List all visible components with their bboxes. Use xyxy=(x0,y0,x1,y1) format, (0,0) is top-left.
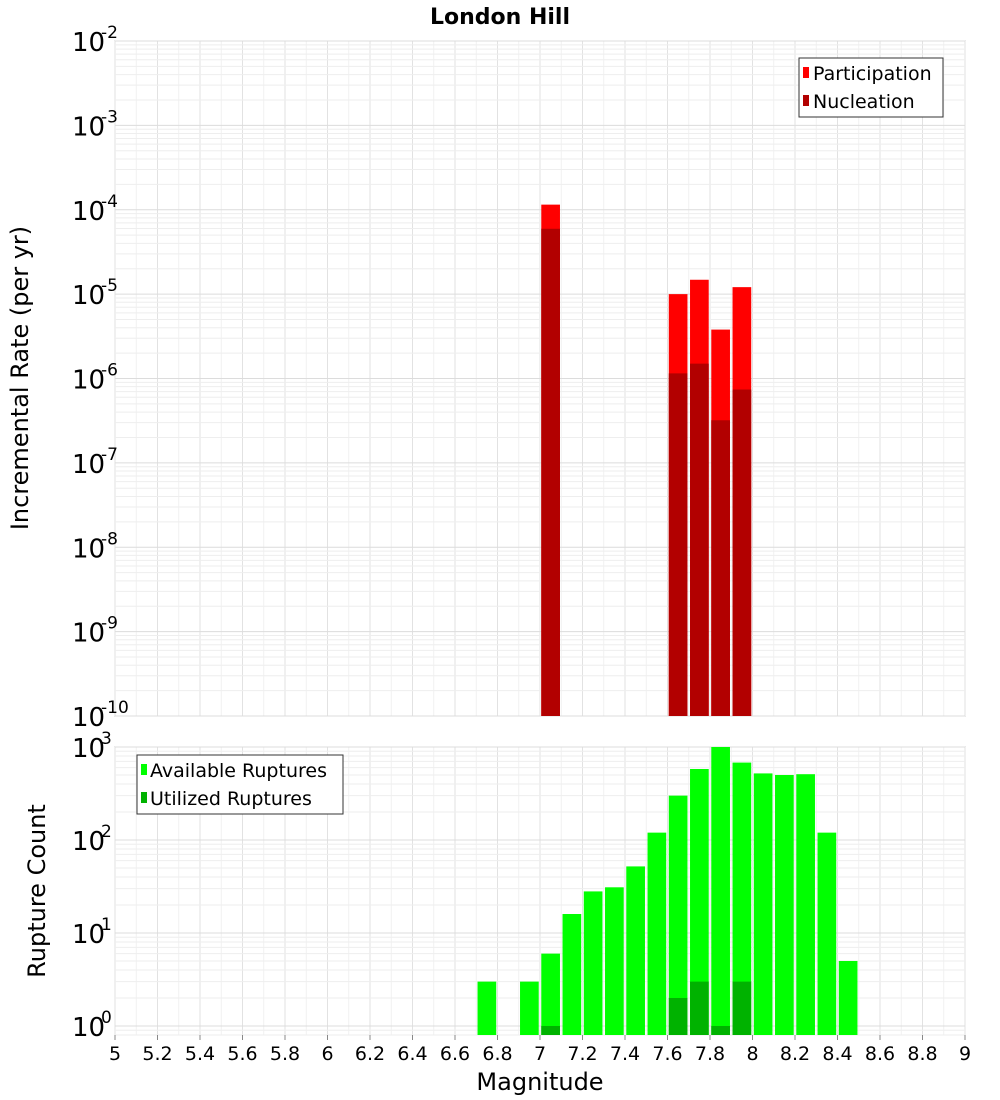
rupture-legend: Available Ruptures Utilized Ruptures xyxy=(136,754,344,815)
rupture-y-tick-label: 10 xyxy=(72,734,105,764)
rate-plot-bars xyxy=(541,204,752,717)
participation-legend-label: Participation xyxy=(813,63,932,85)
rate-y-tick-exponent: -8 xyxy=(101,529,118,549)
x-tick-label: 8.2 xyxy=(780,1043,810,1065)
rupture-y-tick-exponent: 1 xyxy=(101,915,112,935)
rupture-bar-utilized-ruptures xyxy=(690,981,709,1035)
rate-plot-grid xyxy=(114,40,966,717)
rate-y-tick-label: 10 xyxy=(72,450,105,480)
x-tick-label: 6.2 xyxy=(355,1043,385,1065)
x-tick-label: 7.2 xyxy=(567,1043,597,1065)
rupture-bar-utilized-ruptures xyxy=(541,1025,560,1035)
rupture-bar-available-ruptures xyxy=(838,960,858,1035)
rupture-legend-box xyxy=(136,754,344,815)
rupture-y-tick-exponent: 3 xyxy=(101,729,112,749)
x-axis-label: Magnitude xyxy=(476,1068,603,1096)
rate-legend-box xyxy=(798,57,944,118)
rate-bar-nucleation xyxy=(690,363,709,716)
x-tick-label: 6 xyxy=(321,1043,333,1065)
nucleation-legend-label: Nucleation xyxy=(813,91,915,113)
x-tick-label: 5.6 xyxy=(227,1043,257,1065)
rate-legend: Participation Nucleation xyxy=(798,57,944,118)
x-tick-label: 7 xyxy=(534,1043,546,1065)
chart-title: London Hill xyxy=(430,5,570,30)
rupture-bar-utilized-ruptures xyxy=(668,997,688,1035)
x-tick-label: 7.4 xyxy=(610,1043,640,1065)
rate-y-tick-exponent: -3 xyxy=(101,107,118,127)
x-tick-label: 5.4 xyxy=(185,1043,215,1065)
x-tick-label: 6.8 xyxy=(482,1043,512,1065)
rate-y-tick-exponent: -4 xyxy=(101,192,118,212)
rupture-bar-utilized-ruptures xyxy=(732,981,752,1035)
rupture-y-tick-label: 10 xyxy=(72,827,105,857)
rate-y-tick-label: 10 xyxy=(72,112,105,142)
x-tick-label: 8 xyxy=(746,1043,758,1065)
x-tick-label: 6.6 xyxy=(440,1043,470,1065)
rate-bar-nucleation xyxy=(541,228,560,716)
rupture-plot-bars xyxy=(477,747,858,1035)
rupture-y-tick-label: 10 xyxy=(72,920,105,950)
rupture-bar-available-ruptures xyxy=(647,832,667,1035)
rupture-bar-available-ruptures xyxy=(711,747,730,1035)
rate-y-tick-label: 10 xyxy=(72,28,105,58)
x-tick-label: 5 xyxy=(109,1043,121,1065)
rupture-y-tick-label: 10 xyxy=(72,1013,105,1043)
rupture-bar-available-ruptures xyxy=(796,774,815,1035)
rate-y-tick-label: 10 xyxy=(72,619,105,649)
utilized-legend-label: Utilized Ruptures xyxy=(150,788,312,810)
x-tick-label: 8.4 xyxy=(822,1043,852,1065)
rate-y-tick-exponent: -6 xyxy=(101,361,118,381)
rupture-bar-available-ruptures xyxy=(775,774,794,1035)
rupture-plot-x-ticks: 5 5.2 5.4 5.6 5.8 6 6.2 6.4 6.6 6.8 7 7.2 7.4 7.6 7.8 8… xyxy=(109,1035,971,1065)
rupture-bar-available-ruptures xyxy=(690,769,709,1035)
x-tick-label: 6.4 xyxy=(397,1043,427,1065)
rupture-y-tick-exponent: 0 xyxy=(101,1008,112,1028)
x-tick-label: 5.8 xyxy=(270,1043,300,1065)
rate-y-tick-label: 10 xyxy=(72,197,105,227)
rupture-bar-available-ruptures xyxy=(753,773,773,1035)
participation-legend-swatch xyxy=(803,67,809,78)
rate-y-tick-label: 10 xyxy=(72,281,105,311)
x-tick-label: 8.8 xyxy=(907,1043,937,1065)
x-tick-label: 7.6 xyxy=(652,1043,682,1065)
rate-y-tick-exponent: -10 xyxy=(101,698,129,718)
rate-y-tick-exponent: -5 xyxy=(101,276,118,296)
utilized-legend-swatch xyxy=(141,792,147,803)
rupture-bar-available-ruptures xyxy=(732,762,752,1035)
available-legend-swatch xyxy=(141,764,147,775)
rate-y-tick-exponent: -9 xyxy=(101,614,118,634)
rate-bar-nucleation xyxy=(668,373,688,716)
x-tick-label: 5.2 xyxy=(142,1043,172,1065)
rupture-bar-utilized-ruptures xyxy=(711,1025,730,1035)
rate-y-tick-label: 10 xyxy=(72,703,105,733)
rupture-bar-available-ruptures xyxy=(562,914,582,1035)
rupture-y-tick-exponent: 2 xyxy=(101,822,112,842)
rupture-bar-available-ruptures xyxy=(626,866,645,1035)
x-tick-label: 7.8 xyxy=(695,1043,725,1065)
rate-bar-nucleation xyxy=(711,420,730,716)
rupture-bar-available-ruptures xyxy=(817,832,837,1035)
available-legend-label: Available Ruptures xyxy=(150,760,327,782)
x-tick-label: 9 xyxy=(959,1043,971,1065)
rupture-bar-available-ruptures xyxy=(605,887,624,1035)
rate-y-tick-exponent: -7 xyxy=(101,445,118,465)
rate-y-tick-label: 10 xyxy=(72,366,105,396)
rupture-y-axis-label: Rupture Count xyxy=(23,804,51,978)
rupture-bar-available-ruptures xyxy=(541,953,560,1035)
rate-bar-nucleation xyxy=(732,389,752,716)
rate-y-tick-exponent: -2 xyxy=(101,23,118,43)
nucleation-legend-swatch xyxy=(803,95,809,106)
rupture-bar-available-ruptures xyxy=(668,795,688,1035)
x-tick-label: 8.6 xyxy=(865,1043,895,1065)
rate-y-axis-label: Incremental Rate (per yr) xyxy=(6,226,34,530)
rate-y-tick-label: 10 xyxy=(72,534,105,564)
rupture-bar-available-ruptures xyxy=(477,981,497,1035)
rupture-bar-available-ruptures xyxy=(520,981,539,1035)
rupture-bar-available-ruptures xyxy=(583,891,603,1035)
